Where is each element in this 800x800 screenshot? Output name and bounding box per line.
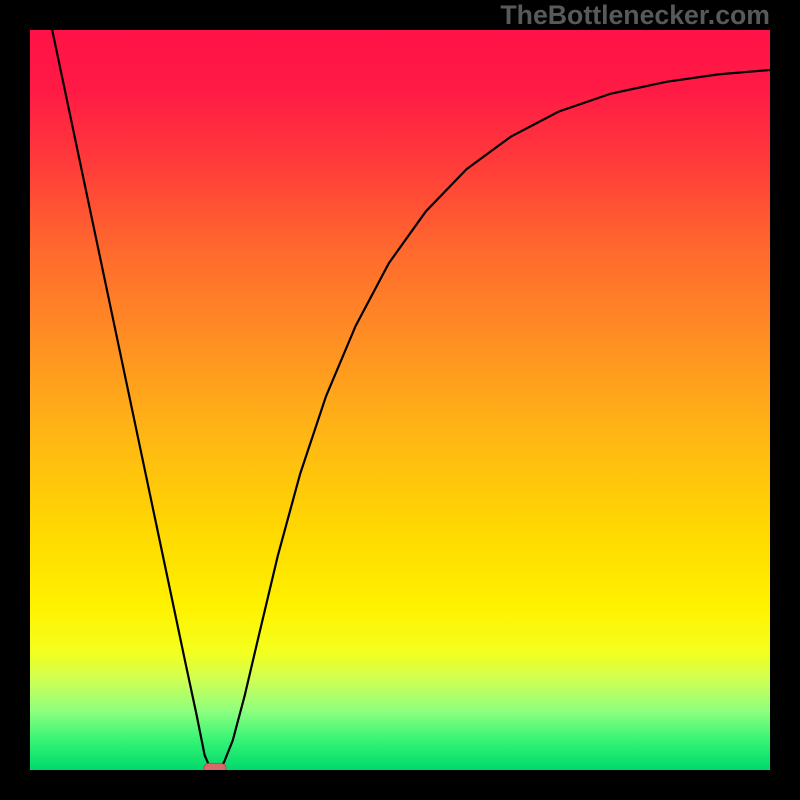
frame-border-right bbox=[770, 0, 800, 800]
plot-background-gradient bbox=[30, 30, 770, 770]
frame-border-bottom bbox=[0, 770, 800, 800]
bottleneck-curve-chart bbox=[0, 0, 800, 800]
frame-border-left bbox=[0, 0, 30, 800]
chart-container: TheBottlenecker.com bbox=[0, 0, 800, 800]
frame-border-top bbox=[0, 0, 800, 30]
